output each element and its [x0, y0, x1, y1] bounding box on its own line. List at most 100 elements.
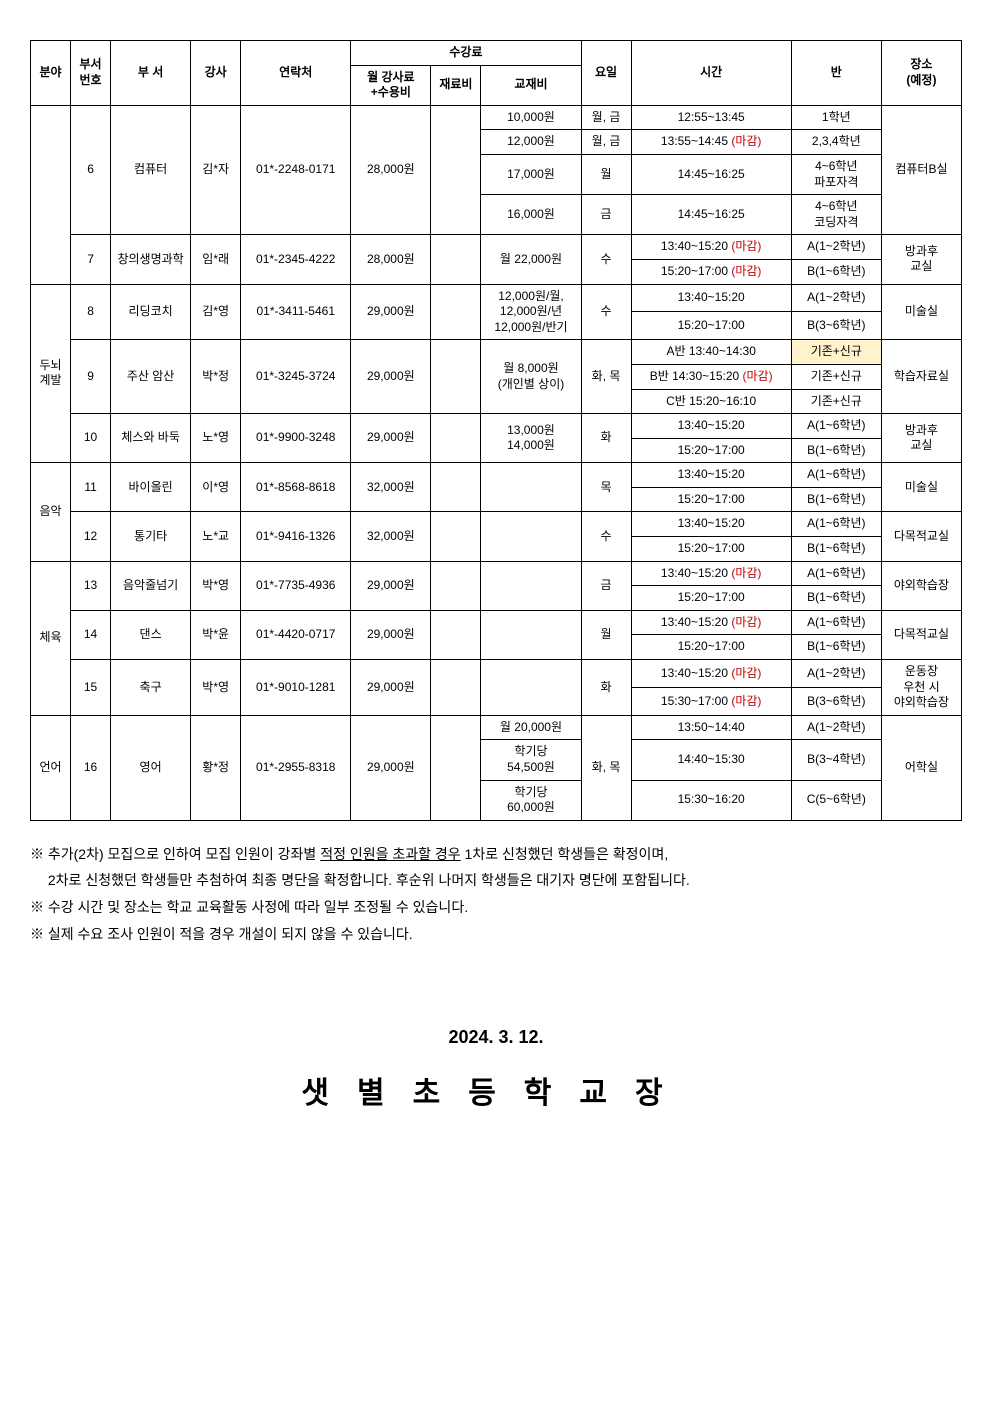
class-cell: A(1~2학년) — [791, 660, 881, 688]
class-cell: B(1~6학년) — [791, 537, 881, 562]
book-cell: 17,000원 — [481, 154, 581, 194]
dept-cell: 주산 암산 — [111, 340, 191, 414]
contact-cell: 01*-8568-8618 — [241, 463, 351, 512]
inst-cell: 김*영 — [191, 284, 241, 340]
contact-cell: 01*-2345-4222 — [241, 235, 351, 284]
contact-cell: 01*-9900-3248 — [241, 414, 351, 463]
book-cell: 월 8,000원(개인별 상이) — [481, 340, 581, 414]
material-cell — [431, 660, 481, 716]
inst-cell: 노*교 — [191, 512, 241, 561]
class-cell: B(1~6학년) — [791, 259, 881, 284]
h-place: 장소(예정) — [881, 41, 961, 106]
h-deptno: 부서번호 — [71, 41, 111, 106]
deptno-cell: 15 — [71, 660, 111, 716]
deptno-cell: 11 — [71, 463, 111, 512]
contact-cell: 01*-9416-1326 — [241, 512, 351, 561]
class-cell: 기존+신규 — [791, 340, 881, 365]
contact-cell: 01*-2955-8318 — [241, 715, 351, 820]
table-row: 체육13음악줄넘기박*영01*-7735-493629,000원금13:40~1… — [31, 561, 962, 586]
time-cell: 15:20~17:00 — [631, 537, 791, 562]
time-cell: 13:40~15:20 (마감) — [631, 660, 791, 688]
field-cell — [31, 105, 71, 284]
h-feegroup: 수강료 — [351, 41, 581, 66]
book-cell: 월 22,000원 — [481, 235, 581, 284]
time-cell: 13:40~15:20 (마감) — [631, 561, 791, 586]
h-material: 재료비 — [431, 65, 481, 105]
note-4: ※ 실제 수요 조사 인원이 적을 경우 개설이 되지 않을 수 있습니다. — [30, 921, 962, 948]
fee-cell: 29,000원 — [351, 414, 431, 463]
contact-cell: 01*-4420-0717 — [241, 610, 351, 659]
inst-cell: 황*정 — [191, 715, 241, 820]
material-cell — [431, 414, 481, 463]
dept-cell: 영어 — [111, 715, 191, 820]
header-row-1: 분야 부서번호 부 서 강사 연락처 수강료 요일 시간 반 장소(예정) — [31, 41, 962, 66]
organization: 샛별초등학교장 — [30, 1068, 962, 1112]
time-cell: 13:40~15:20 — [631, 512, 791, 537]
book-cell: 12,000원 — [481, 130, 581, 155]
material-cell — [431, 235, 481, 284]
book-cell: 월 20,000원 — [481, 715, 581, 740]
book-cell — [481, 561, 581, 610]
day-cell: 목 — [581, 463, 631, 512]
inst-cell: 이*영 — [191, 463, 241, 512]
contact-cell: 01*-9010-1281 — [241, 660, 351, 716]
place-cell: 다목적교실 — [881, 512, 961, 561]
time-cell: 14:40~15:30 — [631, 740, 791, 780]
place-cell: 방과후교실 — [881, 235, 961, 284]
class-cell: 기존+신규 — [791, 389, 881, 414]
class-cell: B(1~6학년) — [791, 438, 881, 463]
contact-cell: 01*-3245-3724 — [241, 340, 351, 414]
material-cell — [431, 610, 481, 659]
time-cell: 12:55~13:45 — [631, 105, 791, 130]
book-cell: 학기당54,500원 — [481, 740, 581, 780]
fee-cell: 29,000원 — [351, 660, 431, 716]
fee-cell: 29,000원 — [351, 340, 431, 414]
h-textbook: 교재비 — [481, 65, 581, 105]
inst-cell: 박*영 — [191, 660, 241, 716]
table-row: 6컴퓨터김*자01*-2248-017128,000원10,000원월, 금12… — [31, 105, 962, 130]
day-cell: 수 — [581, 235, 631, 284]
book-cell — [481, 463, 581, 512]
inst-cell: 박*윤 — [191, 610, 241, 659]
dept-cell: 창의생명과학 — [111, 235, 191, 284]
h-dept: 부 서 — [111, 41, 191, 106]
dept-cell: 축구 — [111, 660, 191, 716]
table-row: 두뇌계발8리딩코치김*영01*-3411-546129,000원12,000원/… — [31, 284, 962, 312]
time-cell: 15:20~17:00 — [631, 487, 791, 512]
class-cell: A(1~6학년) — [791, 610, 881, 635]
h-contact: 연락처 — [241, 41, 351, 106]
table-row: 12통기타노*교01*-9416-132632,000원수13:40~15:20… — [31, 512, 962, 537]
material-cell — [431, 715, 481, 820]
day-cell: 월 — [581, 154, 631, 194]
time-cell: 13:40~15:20 — [631, 463, 791, 488]
place-cell: 미술실 — [881, 284, 961, 340]
time-cell: 15:20~17:00 — [631, 586, 791, 611]
fee-cell: 32,000원 — [351, 512, 431, 561]
fee-cell: 28,000원 — [351, 235, 431, 284]
field-cell: 음악 — [31, 463, 71, 561]
field-cell: 두뇌계발 — [31, 284, 71, 463]
material-cell — [431, 340, 481, 414]
dept-cell: 체스와 바둑 — [111, 414, 191, 463]
place-cell: 학습자료실 — [881, 340, 961, 414]
class-cell: C(5~6학년) — [791, 780, 881, 820]
place-cell: 어학실 — [881, 715, 961, 820]
material-cell — [431, 105, 481, 235]
day-cell: 화, 목 — [581, 340, 631, 414]
note-1: ※ 추가(2차) 모집으로 인하여 모집 인원이 강좌별 적정 인원을 초과할 … — [30, 841, 962, 868]
book-cell — [481, 512, 581, 561]
contact-cell: 01*-2248-0171 — [241, 105, 351, 235]
day-cell: 화 — [581, 414, 631, 463]
time-cell: C반 15:20~16:10 — [631, 389, 791, 414]
dept-cell: 바이올린 — [111, 463, 191, 512]
class-cell: B(1~6학년) — [791, 635, 881, 660]
time-cell: 13:40~15:20 (마감) — [631, 610, 791, 635]
h-field: 분야 — [31, 41, 71, 106]
dept-cell: 음악줄넘기 — [111, 561, 191, 610]
day-cell: 화, 목 — [581, 715, 631, 820]
place-cell: 미술실 — [881, 463, 961, 512]
time-cell: B반 14:30~15:20 (마감) — [631, 364, 791, 389]
time-cell: 15:20~17:00 — [631, 438, 791, 463]
time-cell: 15:20~17:00 (마감) — [631, 259, 791, 284]
table-row: 언어16영어황*정01*-2955-831829,000원월 20,000원화,… — [31, 715, 962, 740]
